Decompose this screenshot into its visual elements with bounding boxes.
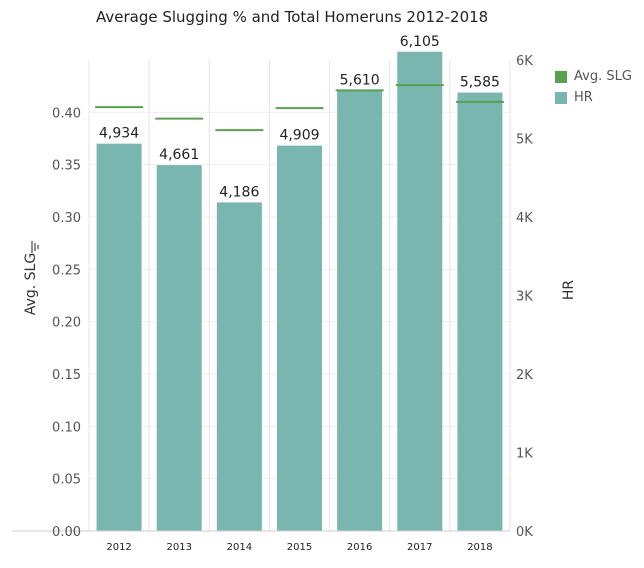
filter-icon[interactable] (31, 241, 39, 253)
y-left-tick-label: 0.35 (52, 159, 81, 174)
bar-hr-2017 (397, 51, 443, 531)
y-right-tick-label: 6K (516, 54, 533, 69)
y-right-tick-label: 3K (516, 290, 533, 305)
legend-label-avg-slg: Avg. SLG (574, 69, 632, 84)
data-label-hr-2015: 4,909 (279, 128, 319, 144)
bar-hr-2013 (156, 165, 202, 531)
y-right-tick-label: 1K (516, 447, 533, 462)
y-right-tick-label: 4K (516, 211, 533, 226)
x-tick-label-2017: 2017 (407, 542, 432, 553)
legend-item-hr[interactable]: HR (555, 87, 632, 108)
bar-hr-2014 (216, 202, 262, 532)
legend: Avg. SLG HR (555, 66, 632, 108)
x-tick-label-2016: 2016 (347, 542, 372, 553)
data-label-hr-2012: 4,934 (99, 126, 139, 142)
y-right-axis-title: HR (561, 280, 577, 301)
y-left-axis-title: Avg. SLG (23, 253, 39, 315)
x-tick-label-2013: 2013 (166, 542, 191, 553)
y-left-tick-label: 0.15 (52, 368, 81, 383)
legend-swatch-hr (555, 91, 567, 104)
data-label-hr-2016: 5,610 (340, 73, 380, 89)
y-left-tick-label: 0.10 (52, 420, 81, 435)
data-label-hr-2017: 6,105 (400, 34, 440, 50)
data-label-hr-2018: 5,585 (460, 75, 500, 91)
chart-title: Average Slugging % and Total Homeruns 20… (96, 8, 489, 26)
y-left-tick-label: 0.25 (52, 263, 81, 278)
y-left-tick-label: 0.30 (52, 211, 81, 226)
x-tick-label-2012: 2012 (106, 542, 131, 553)
y-left-tick-label: 0.20 (52, 316, 81, 331)
bar-hr-2018 (457, 92, 503, 531)
y-left-tick-label: 0.05 (52, 473, 81, 488)
legend-swatch-avg-slg (555, 70, 567, 83)
y-right-tick-label: 5K (516, 133, 533, 148)
x-tick-label-2014: 2014 (227, 542, 252, 553)
bar-hr-2015 (277, 145, 322, 531)
data-label-hr-2014: 4,186 (219, 184, 259, 200)
y-right-tick-label: 2K (516, 368, 533, 383)
bar-hr-2016 (337, 90, 383, 532)
legend-item-avg-slg[interactable]: Avg. SLG (555, 66, 632, 87)
x-tick-label-2018: 2018 (467, 542, 492, 553)
y-right-tick-label: 0K (516, 525, 533, 540)
legend-label-hr: HR (574, 90, 593, 105)
y-left-tick-label: 0.40 (52, 106, 81, 121)
bar-hr-2012 (96, 143, 142, 531)
y-left-tick-label: 0.00 (52, 525, 81, 540)
x-tick-label-2015: 2015 (287, 542, 312, 553)
data-label-hr-2013: 4,661 (159, 147, 199, 163)
